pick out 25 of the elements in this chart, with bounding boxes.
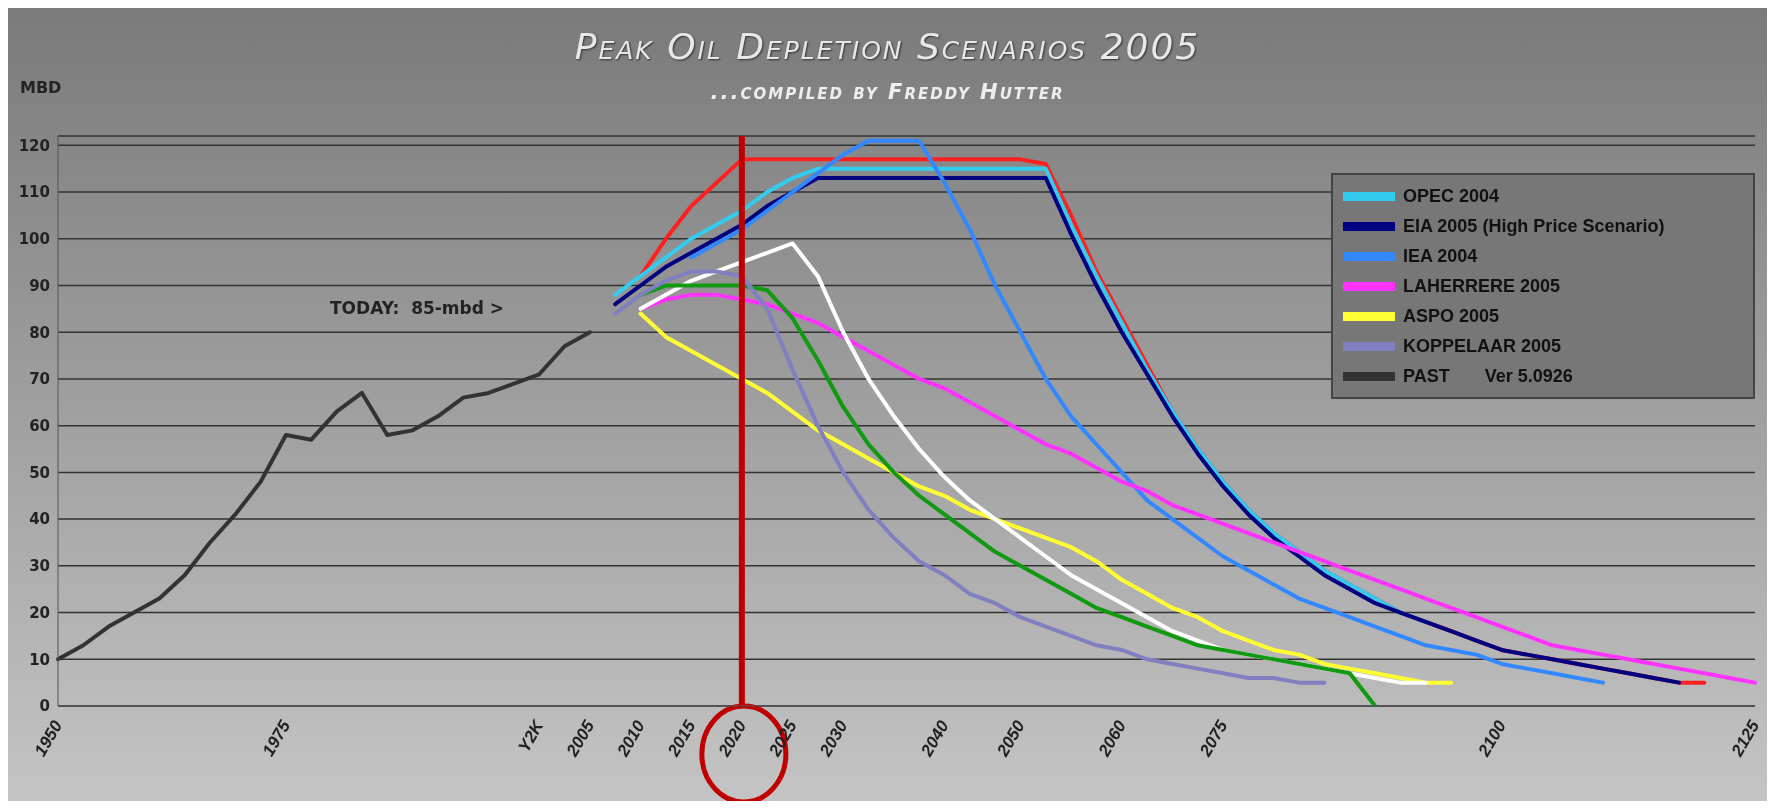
legend-label: OPEC 2004: [1403, 185, 1500, 207]
y-tick-label: 100: [18, 230, 50, 249]
legend-label: KOPPELAAR 2005: [1403, 335, 1562, 357]
y-tick-label: 60: [29, 417, 50, 435]
legend-label: IEA 2004: [1403, 245, 1478, 267]
y-tick-label: 50: [29, 463, 50, 482]
y-axis-title: MBD: [20, 78, 62, 97]
y-tick-label: 0: [39, 697, 50, 716]
y-tick-label: 90: [29, 276, 50, 295]
chart-subtitle: ...compiled by Freddy Hutter: [710, 80, 1065, 104]
y-tick-label: 80: [29, 323, 50, 342]
y-tick-label: 20: [29, 603, 50, 622]
legend-label: ASPO 2005: [1403, 305, 1500, 327]
y-tick-label: 120: [18, 136, 50, 155]
legend-label: PAST Ver 5.0926: [1403, 365, 1573, 387]
y-tick-label: 40: [29, 510, 50, 529]
legend-label: LAHERRERE 2005: [1403, 275, 1561, 297]
y-tick-label: 10: [29, 650, 50, 669]
y-tick-label: 30: [29, 557, 50, 576]
y-tick-label: 70: [29, 370, 50, 389]
y-tick-label: 110: [18, 183, 50, 202]
chart-title: Peak Oil Depletion Scenarios 2005: [573, 26, 1202, 67]
annotation: TODAY: 85-mbd >: [330, 298, 505, 318]
line-series: [613, 269, 1327, 685]
legend-label: EIA 2005 (High Price Scenario): [1403, 215, 1665, 237]
